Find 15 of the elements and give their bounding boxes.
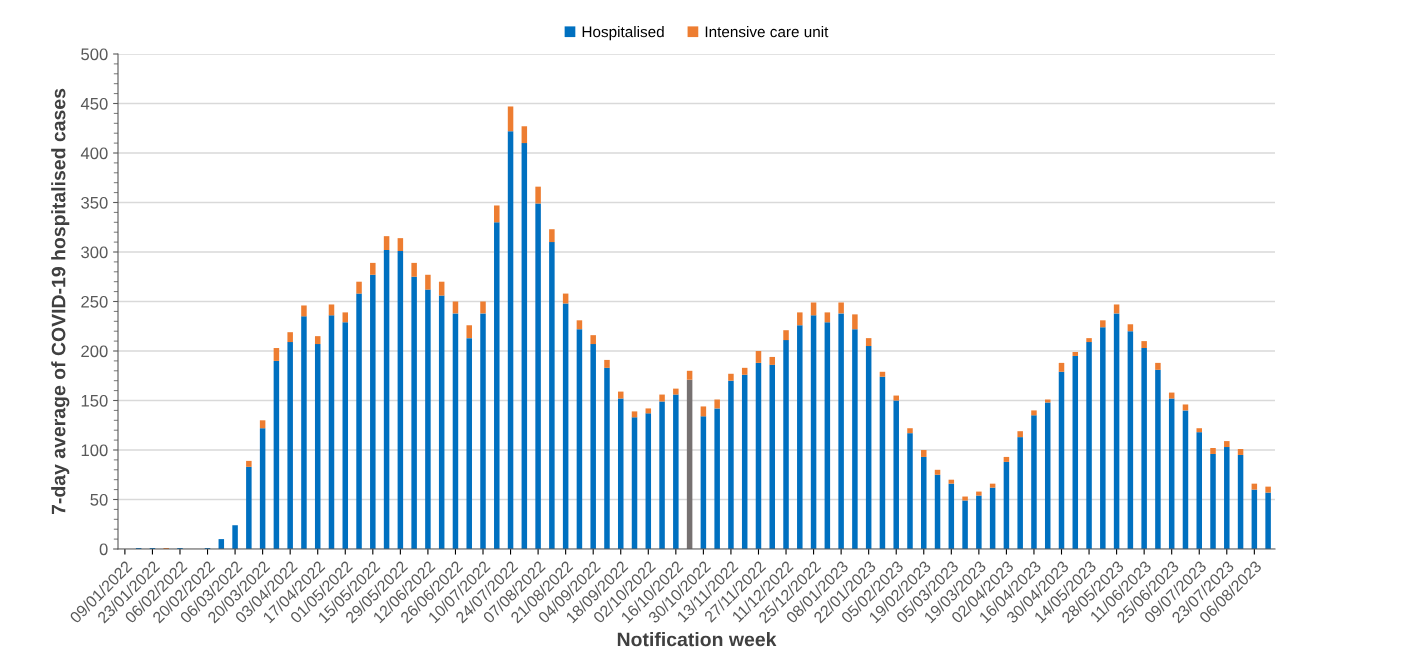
y-tick-label: 350 xyxy=(81,196,108,209)
y-tick-label: 50 xyxy=(90,493,108,506)
y-tick-label: 400 xyxy=(80,147,108,160)
y-tick-label: 250 xyxy=(81,295,108,308)
y-axis-title: 7-day average of COVID-19 hospitalised cases xyxy=(51,88,70,515)
legend-label: Intensive care unit xyxy=(705,26,829,38)
y-tick-label: 500 xyxy=(81,48,108,61)
y-tick-label: 100 xyxy=(81,444,108,457)
x-axis-title: Notification week xyxy=(617,632,777,647)
y-tick-label: 450 xyxy=(80,97,108,110)
y-tick-label: 200 xyxy=(81,345,108,358)
y-tick-label: 300 xyxy=(81,246,108,259)
y-tick-label: 150 xyxy=(81,394,108,407)
y-tick-label: 0 xyxy=(99,543,108,556)
legend-label: Hospitalised xyxy=(582,26,664,41)
